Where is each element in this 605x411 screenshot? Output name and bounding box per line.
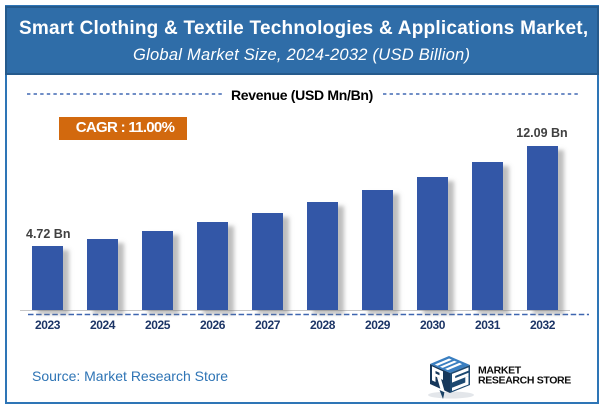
svg-text:MARKET: MARKET [478, 364, 522, 376]
svg-text:RESEARCH STORE: RESEARCH STORE [478, 375, 571, 387]
